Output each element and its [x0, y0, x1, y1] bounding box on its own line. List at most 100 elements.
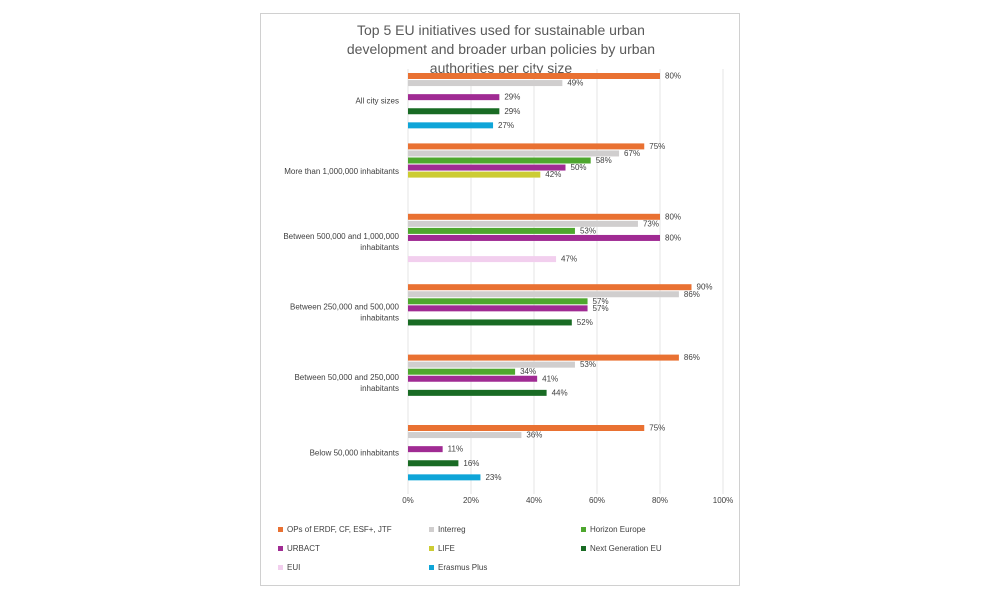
- x-tick-label: 80%: [652, 496, 668, 505]
- bar: [408, 291, 679, 298]
- data-label: 34%: [520, 367, 536, 376]
- bar: [408, 213, 660, 220]
- data-label: 47%: [561, 255, 577, 264]
- category-label: inhabitants: [360, 243, 399, 252]
- x-tick-label: 60%: [589, 496, 605, 505]
- legend-label: Erasmus Plus: [438, 563, 487, 572]
- bar-chart: Top 5 EU initiatives used for sustainabl…: [278, 22, 733, 572]
- category-labels: All city sizes More than 1,000,000 inhabi…: [283, 97, 399, 458]
- chart-frame: Top 5 EU initiatives used for sustainabl…: [260, 13, 740, 586]
- legend-label: Interreg: [438, 525, 466, 534]
- data-label: 58%: [596, 156, 612, 165]
- bar: [408, 108, 500, 115]
- bar: [408, 164, 566, 171]
- legend-swatch: [581, 527, 586, 532]
- data-label: 11%: [448, 445, 463, 454]
- bar: [408, 319, 572, 326]
- data-label: 86%: [684, 290, 700, 299]
- legend-swatch: [429, 565, 434, 570]
- bar: [408, 425, 645, 431]
- bar: [408, 150, 620, 157]
- chart-title-line: development and broader urban policies b…: [347, 41, 655, 57]
- bar: [408, 284, 692, 291]
- legend-swatch: [278, 565, 283, 570]
- x-tick-label: 20%: [463, 496, 479, 505]
- x-axis-ticks: 0% 20% 40% 60% 80% 100%: [402, 496, 733, 505]
- bar: [408, 122, 494, 129]
- legend: OPs of ERDF, CF, ESF+, JTF Interreg Horizo…: [278, 525, 662, 572]
- bar: [408, 298, 588, 305]
- legend-swatch: [278, 546, 283, 551]
- data-label: 50%: [571, 163, 587, 172]
- bar: [408, 256, 557, 263]
- data-label: 16%: [463, 459, 479, 468]
- bar: [408, 73, 660, 79]
- bar: [408, 80, 563, 87]
- bar: [408, 234, 660, 241]
- bar: [408, 460, 459, 467]
- legend-label: LIFE: [438, 544, 455, 553]
- data-label: 44%: [552, 388, 568, 397]
- data-label: 42%: [545, 170, 561, 179]
- data-label: 27%: [498, 121, 514, 130]
- legend-label: OPs of ERDF, CF, ESF+, JTF: [287, 525, 392, 534]
- data-label: 57%: [593, 304, 609, 313]
- bar: [408, 227, 575, 234]
- bar: [408, 354, 679, 361]
- bar: [408, 94, 500, 101]
- bar: [408, 375, 538, 382]
- bar: [408, 143, 645, 150]
- data-label: 53%: [580, 226, 596, 235]
- chart-title-line: Top 5 EU initiatives used for sustainabl…: [357, 22, 645, 38]
- x-tick-label: 100%: [713, 496, 733, 505]
- legend-label: Horizon Europe: [590, 525, 646, 534]
- bar: [408, 432, 522, 439]
- data-label: 80%: [665, 212, 681, 221]
- bar: [408, 157, 591, 164]
- category-label: Below 50,000 inhabitants: [310, 449, 399, 458]
- bar: [408, 389, 547, 396]
- legend-label: Next Generation EU: [590, 544, 662, 553]
- data-label: 52%: [577, 318, 593, 327]
- data-label: 80%: [665, 233, 681, 242]
- data-label: 41%: [542, 374, 558, 383]
- data-label: 86%: [684, 353, 700, 362]
- x-tick-label: 40%: [526, 496, 542, 505]
- legend-swatch: [278, 527, 283, 532]
- category-label: inhabitants: [360, 313, 399, 322]
- data-label: 67%: [624, 149, 640, 158]
- data-label: 49%: [567, 79, 583, 88]
- bars: 80% 49% 29% 29% 27% 75% 67% 58% 50% 42% 80% 73% 53% 8…: [408, 72, 713, 482]
- category-label: Between 500,000 and 1,000,000: [283, 232, 399, 241]
- bar: [408, 171, 541, 178]
- data-label: 29%: [504, 107, 520, 116]
- data-label: 75%: [649, 424, 665, 433]
- bar: [408, 220, 638, 227]
- data-label: 53%: [580, 360, 596, 369]
- bar: [408, 446, 443, 453]
- category-label: Between 250,000 and 500,000: [290, 302, 400, 311]
- legend-swatch: [581, 546, 586, 551]
- legend-swatch: [429, 527, 434, 532]
- data-label: 80%: [665, 72, 681, 81]
- data-label: 73%: [643, 219, 659, 228]
- data-label: 75%: [649, 142, 665, 151]
- category-label: More than 1,000,000 inhabitants: [284, 167, 399, 176]
- gridlines: [407, 69, 724, 494]
- category-label: inhabitants: [360, 384, 399, 393]
- bar: [408, 361, 575, 368]
- legend-swatch: [429, 546, 434, 551]
- chart-title-line: authorities per city size: [430, 60, 573, 76]
- bar: [408, 474, 481, 481]
- legend-label: URBACT: [287, 544, 320, 553]
- bar: [408, 305, 588, 312]
- data-label: 23%: [485, 473, 501, 482]
- data-label: 57%: [593, 297, 609, 306]
- chart-title: Top 5 EU initiatives used for sustainabl…: [347, 22, 655, 76]
- data-label: 90%: [697, 283, 713, 292]
- legend-label: EUI: [287, 563, 300, 572]
- data-label: 29%: [504, 93, 520, 102]
- category-label: Between 50,000 and 250,000: [294, 373, 399, 382]
- x-tick-label: 0%: [402, 496, 414, 505]
- category-label: All city sizes: [355, 97, 399, 106]
